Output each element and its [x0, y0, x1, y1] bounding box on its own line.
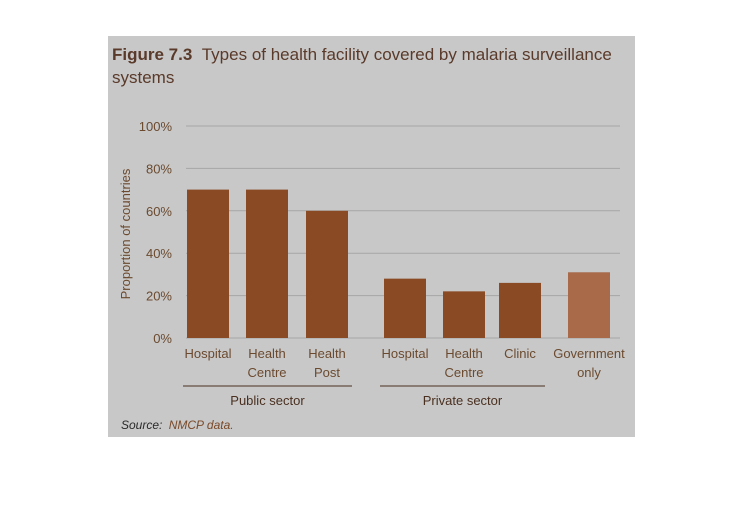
bar	[499, 282, 541, 338]
bar	[568, 272, 610, 338]
y-tick-label: 60%	[146, 204, 172, 219]
figure-title-text: Types of health facility covered by mala…	[202, 45, 612, 64]
category-label: only	[577, 365, 601, 380]
bar	[443, 291, 485, 338]
bar	[246, 189, 288, 338]
figure-title-line2: systems	[112, 68, 174, 87]
y-tick-label: 80%	[146, 161, 172, 176]
category-label: Hospital	[382, 346, 429, 361]
category-label: Hospital	[185, 346, 232, 361]
category-labels: Hospital Health Centre Health Post Hospital He…	[185, 346, 626, 380]
category-label: Centre	[444, 365, 483, 380]
chart-title: Figure 7.3 Types of health facility cove…	[112, 45, 612, 64]
source-label: Source:	[121, 418, 162, 432]
category-label: Health	[308, 346, 346, 361]
group-label: Private sector	[423, 393, 503, 408]
category-label: Post	[314, 365, 340, 380]
source-note: Source: NMCP data.	[121, 418, 234, 432]
figure-panel: Figure 7.3 Types of health facility cove…	[108, 36, 635, 437]
y-tick-labels: 0% 20% 40% 60% 80% 100%	[139, 119, 173, 346]
figure-number: Figure 7.3	[112, 45, 192, 64]
group-label: Public sector	[230, 393, 305, 408]
source-text: NMCP data.	[169, 418, 234, 432]
category-label: Health	[445, 346, 483, 361]
y-tick-label: 40%	[146, 246, 172, 261]
category-label: Centre	[247, 365, 286, 380]
group-labels: Public sector Private sector	[183, 385, 545, 408]
bar	[384, 278, 426, 338]
y-tick-label: 0%	[153, 331, 172, 346]
bars	[187, 189, 610, 338]
y-tick-label: 20%	[146, 289, 172, 304]
y-tick-label: 100%	[139, 119, 173, 134]
category-label: Government	[553, 346, 625, 361]
bar	[306, 210, 348, 338]
bar	[187, 189, 229, 338]
category-label: Clinic	[504, 346, 536, 361]
chart-svg: Figure 7.3 Types of health facility cove…	[112, 45, 626, 432]
y-axis-label: Proportion of countries	[118, 168, 133, 299]
category-label: Health	[248, 346, 286, 361]
